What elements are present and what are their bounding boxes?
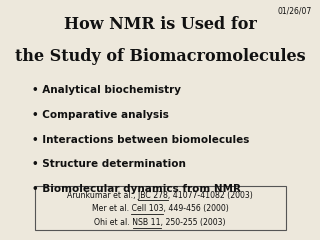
Text: Arunkumar et al., JBC 278, 41077-41082 (2003): Arunkumar et al., JBC 278, 41077-41082 (… [67,191,253,200]
Text: • Interactions between biomolecules: • Interactions between biomolecules [32,135,249,145]
Text: • Biomolecular dynamics from NMR: • Biomolecular dynamics from NMR [32,184,241,194]
Text: 01/26/07: 01/26/07 [278,6,312,15]
Text: • Comparative analysis: • Comparative analysis [32,110,169,120]
Text: How NMR is Used for: How NMR is Used for [64,16,256,33]
FancyBboxPatch shape [35,186,286,230]
Text: the Study of Biomacromolecules: the Study of Biomacromolecules [15,48,305,65]
Text: • Analytical biochemistry: • Analytical biochemistry [32,85,181,95]
Text: • Structure determination: • Structure determination [32,159,186,169]
Text: Ohi et al. NSB 11, 250-255 (2003): Ohi et al. NSB 11, 250-255 (2003) [94,218,226,228]
Text: Mer et al. Cell 103, 449-456 (2000): Mer et al. Cell 103, 449-456 (2000) [92,204,228,214]
